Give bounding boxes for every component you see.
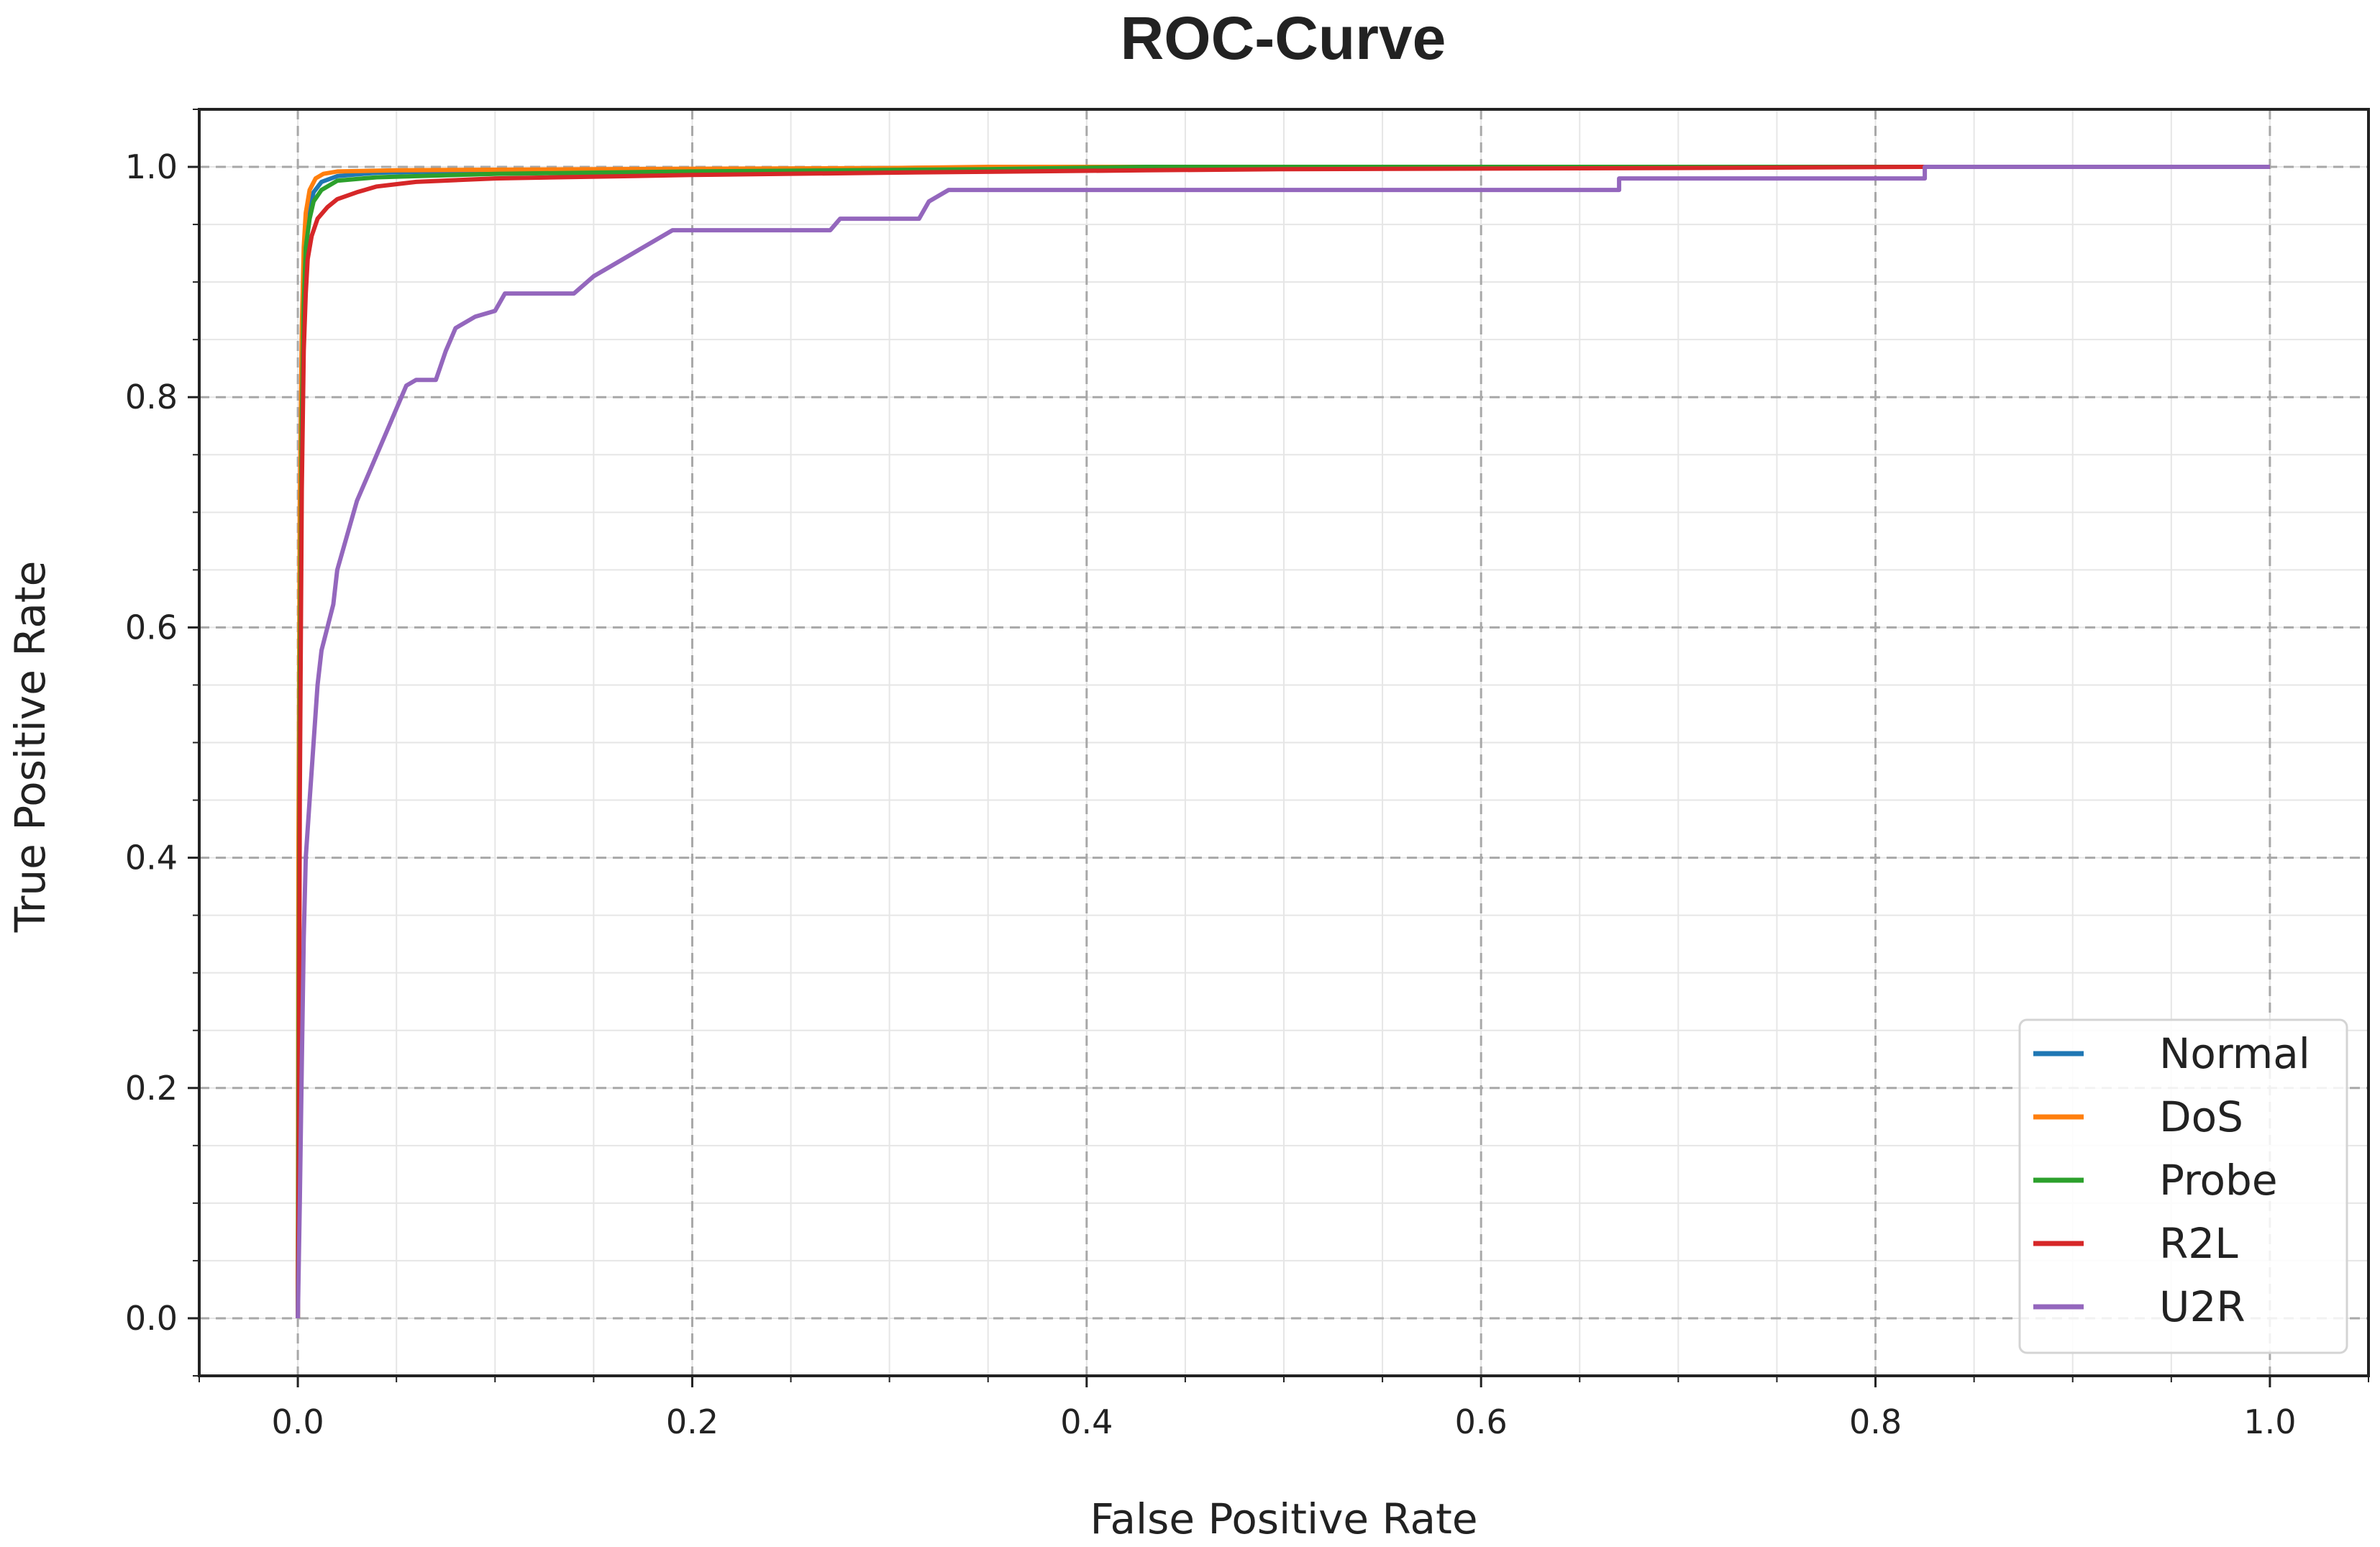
legend-label-dos: DoS <box>2159 1092 2243 1141</box>
legend-label-u2r: U2R <box>2159 1282 2246 1331</box>
series-lines <box>296 165 2270 1319</box>
x-tick-label: 0.6 <box>1455 1402 1508 1441</box>
y-tick-labels: 0.0 0.2 0.4 0.6 0.8 1.0 <box>125 147 178 1338</box>
legend: Normal DoS Probe R2L U2R <box>2018 1018 2348 1354</box>
legend-box <box>2018 1018 2348 1354</box>
x-tick-labels: 0.0 0.2 0.4 0.6 0.8 1.0 <box>272 1402 2297 1441</box>
legend-label-r2l: R2L <box>2159 1219 2238 1268</box>
y-tick-label: 0.4 <box>125 839 178 877</box>
x-tick-label: 1.0 <box>2243 1402 2296 1441</box>
legend-label-probe: Probe <box>2159 1156 2278 1205</box>
x-tick-label: 0.2 <box>666 1402 719 1441</box>
legend-label-normal: Normal <box>2159 1029 2310 1078</box>
series-line-r2l <box>296 165 2270 1319</box>
y-tick-label: 0.0 <box>125 1299 178 1338</box>
series-line-u2r <box>296 165 2270 1319</box>
x-tick-label: 0.4 <box>1060 1402 1113 1441</box>
y-tick-label: 1.0 <box>125 147 178 186</box>
chart-title: ROC-Curve <box>1121 4 1446 72</box>
x-axis-label: False Positive Rate <box>1090 1494 1477 1543</box>
y-tick-label: 0.2 <box>125 1069 178 1108</box>
x-tick-label: 0.8 <box>1849 1402 1902 1441</box>
y-tick-label: 0.6 <box>125 608 178 647</box>
x-tick-label: 0.0 <box>272 1402 324 1441</box>
y-tick-label: 0.8 <box>125 378 178 416</box>
axis-ticks <box>188 109 2369 1387</box>
y-axis-label: True Positive Rate <box>6 561 55 934</box>
